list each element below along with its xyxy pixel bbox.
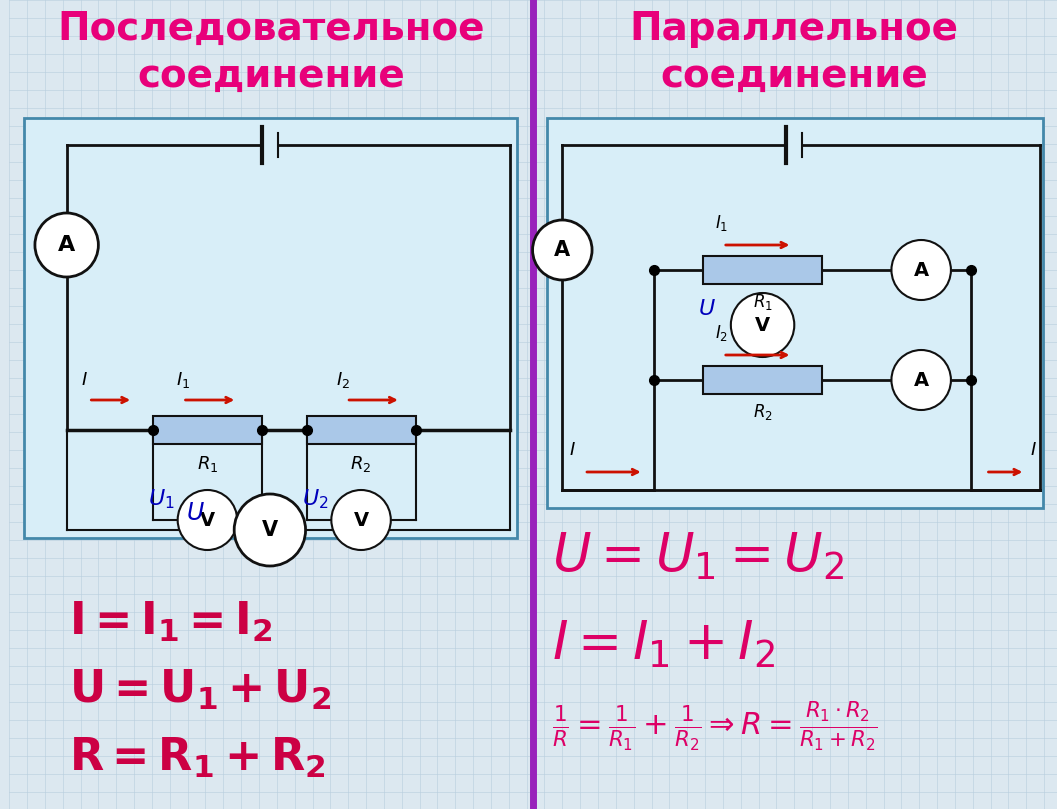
Text: Последовательное
соединение: Последовательное соединение: [57, 10, 484, 95]
Text: $U = U_1 = U_2$: $U = U_1 = U_2$: [553, 530, 845, 582]
Text: V: V: [755, 316, 771, 334]
Text: $I_1$: $I_1$: [175, 370, 190, 390]
Text: V: V: [262, 520, 278, 540]
Text: $I$: $I$: [570, 441, 576, 459]
Text: A: A: [554, 240, 571, 260]
Text: $U$: $U$: [698, 299, 716, 319]
Circle shape: [730, 293, 794, 357]
Text: $I = I_1 + I_2$: $I = I_1 + I_2$: [553, 618, 776, 670]
Text: A: A: [58, 235, 75, 255]
Text: $I_1$: $I_1$: [715, 213, 728, 233]
Text: $U$: $U$: [186, 501, 204, 525]
Circle shape: [235, 494, 305, 566]
Text: $R_1$: $R_1$: [197, 454, 218, 474]
Circle shape: [891, 350, 951, 410]
Text: $\frac{1}{R} = \frac{1}{R_1} + \frac{1}{R_2} \Rightarrow R = \frac{R_1 \cdot R_2: $\frac{1}{R} = \frac{1}{R_1} + \frac{1}{…: [553, 700, 877, 752]
Text: $I$: $I$: [80, 371, 88, 389]
Text: $I$: $I$: [1031, 441, 1037, 459]
Text: A: A: [913, 371, 929, 389]
Text: $R_1$: $R_1$: [753, 292, 773, 312]
Circle shape: [35, 213, 98, 277]
Text: $U_1$: $U_1$: [148, 487, 174, 510]
Text: V: V: [353, 510, 369, 530]
Text: $I_2$: $I_2$: [336, 370, 350, 390]
Text: $\mathbf{U=U_1+U_2}$: $\mathbf{U=U_1+U_2}$: [69, 668, 331, 712]
Circle shape: [178, 490, 237, 550]
Text: A: A: [913, 260, 929, 279]
Bar: [703, 366, 822, 394]
Text: $\mathbf{R=R_1+R_2}$: $\mathbf{R=R_1+R_2}$: [69, 736, 326, 780]
Text: $\mathbf{I=I_1=I_2}$: $\mathbf{I=I_1=I_2}$: [69, 600, 273, 644]
Bar: [307, 416, 415, 444]
Text: Параллельное
соединение: Параллельное соединение: [630, 10, 959, 95]
Circle shape: [891, 240, 951, 300]
Bar: [548, 118, 1043, 508]
Text: $R_2$: $R_2$: [753, 402, 773, 422]
Bar: [24, 118, 517, 538]
Text: V: V: [200, 510, 215, 530]
Bar: [153, 416, 262, 444]
Text: $U_2$: $U_2$: [301, 487, 328, 510]
Text: $R_2$: $R_2$: [351, 454, 372, 474]
Circle shape: [331, 490, 391, 550]
Text: $I_2$: $I_2$: [715, 323, 728, 343]
Circle shape: [533, 220, 592, 280]
Bar: [703, 256, 822, 284]
